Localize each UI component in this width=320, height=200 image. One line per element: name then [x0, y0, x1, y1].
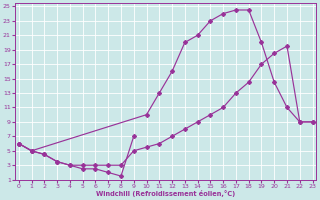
X-axis label: Windchill (Refroidissement éolien,°C): Windchill (Refroidissement éolien,°C)	[96, 190, 235, 197]
